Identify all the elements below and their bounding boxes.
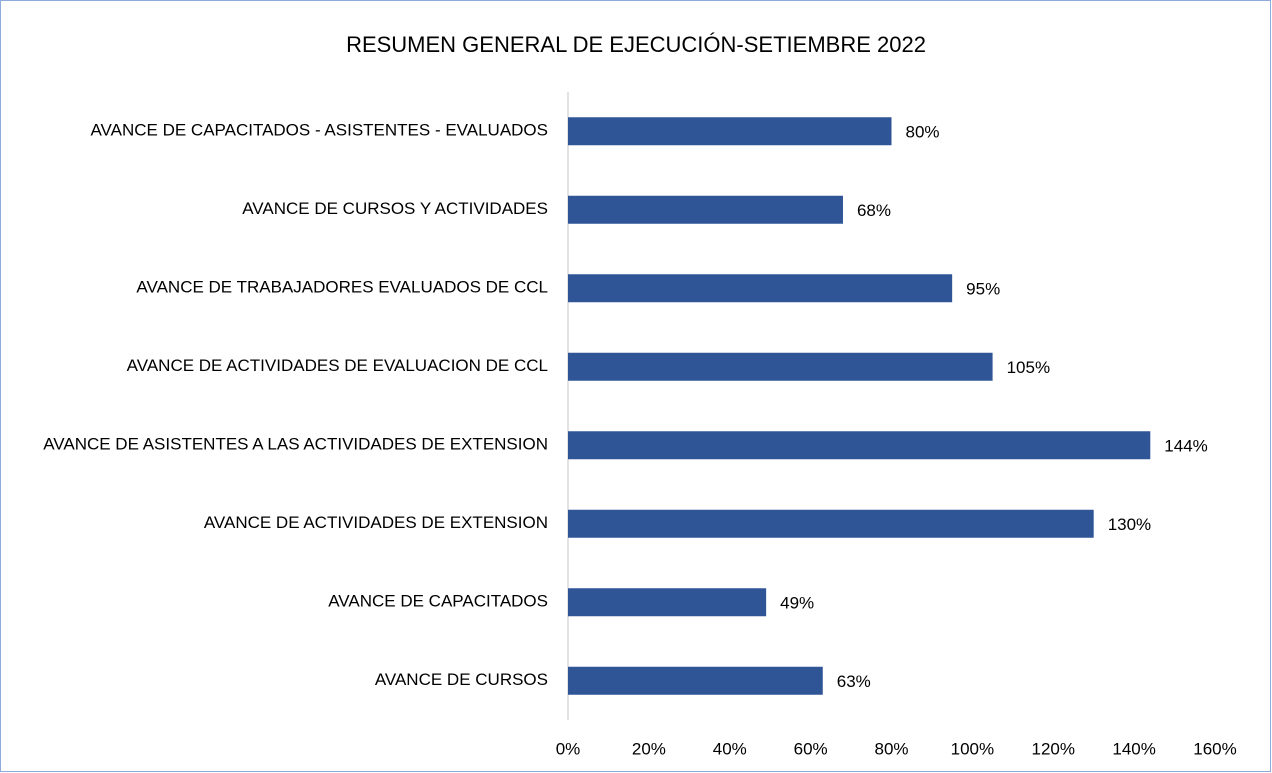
data-label: 144% [1164,437,1207,456]
data-label: 80% [906,123,940,142]
y-tick-label: AVANCE DE ACTIVIDADES DE EXTENSION [204,513,548,532]
y-tick-label: AVANCE DE ACTIVIDADES DE EVALUACION DE C… [127,356,548,375]
data-label: 130% [1108,515,1151,534]
bar [568,666,823,695]
data-label: 49% [780,594,814,613]
y-tick-label: AVANCE DE CAPACITADOS - ASISTENTES - EVA… [90,121,548,140]
bar [568,117,892,146]
data-label: 105% [1007,358,1050,377]
data-label: 63% [837,672,871,691]
bar [568,588,767,617]
x-tick-label: 140% [1112,739,1155,758]
y-tick-label: AVANCE DE CURSOS Y ACTIVIDADES [242,199,548,218]
bar [568,431,1151,460]
bar [568,509,1094,538]
y-tick-label: AVANCE DE TRABAJADORES EVALUADOS DE CCL [136,278,548,297]
y-tick-label: AVANCE DE CAPACITADOS [328,592,548,611]
x-tick-label: 40% [713,739,747,758]
bar [568,352,993,381]
x-tick-label: 80% [874,739,908,758]
y-tick-label: AVANCE DE ASISTENTES A LAS ACTIVIDADES D… [43,435,548,454]
x-tick-label: 0% [556,739,581,758]
y-tick-label: AVANCE DE CURSOS [375,670,548,689]
x-tick-label: 100% [951,739,994,758]
x-tick-label: 120% [1032,739,1075,758]
x-tick-label: 20% [632,739,666,758]
data-label: 95% [966,280,1000,299]
data-label: 68% [857,201,891,220]
chart-title: RESUMEN GENERAL DE EJECUCIÓN-SETIEMBRE 2… [346,32,926,57]
x-tick-label: 60% [794,739,828,758]
bar [568,195,843,224]
x-tick-label: 160% [1193,739,1236,758]
bar [568,274,953,303]
